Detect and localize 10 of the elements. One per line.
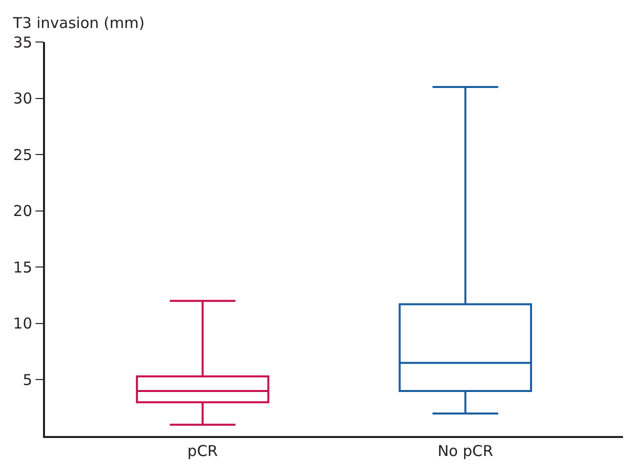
y-tick-label: 35 <box>13 33 32 52</box>
y-tick-label: 25 <box>13 146 32 164</box>
x-tick-label: No pCR <box>438 442 494 460</box>
x-tick-label: pCR <box>187 442 218 460</box>
y-tick-label: 5 <box>22 370 32 389</box>
y-axis-title: T3 invasion (mm) <box>12 14 145 32</box>
y-tick-label: 20 <box>13 202 32 220</box>
y-tick-label: 15 <box>13 258 32 276</box>
y-tick-label: 10 <box>13 314 32 333</box>
y-tick-label: 30 <box>13 90 32 108</box>
